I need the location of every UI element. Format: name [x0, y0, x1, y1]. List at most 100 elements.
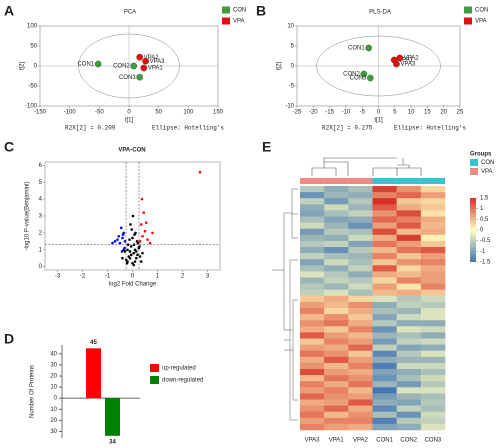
point	[129, 253, 133, 257]
heat-cell	[396, 265, 422, 272]
heat-cell	[300, 362, 325, 370]
legend-swatch	[222, 17, 230, 25]
x-tick-label: 150	[213, 110, 224, 116]
heat-cell	[348, 204, 373, 211]
heat-cell	[348, 362, 373, 370]
group-bar	[300, 178, 325, 184]
point	[396, 54, 404, 62]
point	[129, 223, 132, 226]
x-axis-label: t[1]	[125, 118, 134, 124]
heat-cell	[300, 405, 325, 412]
heat-cell	[372, 253, 397, 260]
x-tick-label: 50	[155, 110, 162, 116]
heat-cell	[300, 338, 325, 345]
heat-cell	[300, 259, 325, 266]
heat-cell	[348, 332, 373, 339]
heat-cell	[396, 295, 422, 303]
y-tick-label: -50	[28, 84, 37, 90]
heat-cell	[420, 247, 446, 254]
heat-cell	[324, 320, 349, 327]
legend-swatch	[464, 17, 472, 25]
heat-cell	[348, 247, 373, 254]
heat-cell	[372, 265, 397, 272]
x-tick-label: -100	[64, 110, 77, 116]
heat-cell	[324, 289, 349, 297]
heat-cell	[300, 289, 325, 297]
heat-cell	[348, 295, 373, 303]
colorbar-label: 0	[480, 228, 484, 234]
heat-cell	[348, 210, 373, 217]
heat-cell	[348, 393, 373, 400]
heat-cell	[300, 369, 325, 376]
point	[120, 250, 124, 253]
heat-cell	[396, 222, 422, 229]
heat-cell	[324, 344, 349, 351]
heat-cell	[420, 265, 446, 272]
point	[132, 263, 136, 267]
y-axis-label: t[2]	[277, 62, 283, 71]
colorbar	[470, 198, 476, 262]
heat-cell	[372, 216, 397, 223]
y-tick-label: 40	[50, 351, 57, 357]
legend-label: CON	[481, 160, 494, 166]
heat-cell	[420, 320, 446, 327]
x-tick-label: 20	[440, 110, 447, 116]
heat-cell	[300, 308, 325, 315]
heat-cell	[300, 314, 325, 321]
heat-cell	[420, 240, 446, 248]
x-tick-label: 10	[408, 110, 415, 116]
heat-cell	[300, 192, 325, 199]
point	[128, 250, 132, 253]
x-tick-label: -5	[360, 110, 366, 116]
heat-cell	[300, 271, 325, 278]
heat-cell	[372, 326, 397, 333]
heat-cell	[420, 362, 446, 370]
x-tick-label: -50	[95, 110, 104, 116]
heat-cell	[396, 301, 422, 309]
legend-label: down-regulated	[162, 378, 203, 384]
heat-cell	[300, 283, 325, 290]
hotelling-ellipse	[316, 35, 441, 97]
heat-cell	[348, 344, 373, 351]
heat-cell	[300, 210, 325, 217]
point	[366, 74, 374, 82]
y-tick-label: 20	[50, 418, 57, 424]
heat-cell	[324, 198, 349, 205]
heat-cell	[420, 253, 446, 260]
y-tick-label: 10	[50, 385, 57, 391]
heat-cell	[396, 234, 422, 242]
point	[134, 231, 137, 235]
heat-cell	[396, 271, 422, 278]
heat-cell	[396, 399, 422, 406]
note: Ellipse: Hotelling's	[394, 125, 466, 132]
y-tick-label: 0	[39, 264, 43, 270]
point	[126, 243, 130, 246]
heat-cell	[396, 362, 422, 370]
legend-label: VPA	[481, 169, 493, 175]
heat-cell	[420, 338, 446, 345]
heat-cell	[348, 301, 373, 309]
heat-cell	[300, 222, 325, 229]
heat-cell	[420, 259, 446, 266]
point	[134, 250, 138, 253]
heat-cell	[420, 216, 446, 223]
panel-letter: A	[4, 3, 14, 19]
x-tick-label: 100	[183, 110, 194, 116]
heat-cell	[300, 216, 325, 223]
point	[130, 228, 134, 231]
point	[136, 53, 144, 61]
heat-cell	[372, 405, 397, 412]
heat-cell	[324, 192, 349, 199]
y-tick-label: 30	[50, 363, 57, 369]
heat-cell	[324, 277, 349, 284]
heat-cell	[348, 259, 373, 266]
heat-cell	[324, 375, 349, 382]
point	[146, 238, 149, 241]
heat-cell	[348, 314, 373, 321]
chart-title: VPA-CON	[118, 148, 145, 154]
heat-cell	[396, 277, 422, 284]
heat-cell	[300, 399, 325, 406]
heat-cell	[348, 320, 373, 327]
heat-cell	[372, 332, 397, 339]
x-tick-label: -25	[293, 110, 302, 116]
